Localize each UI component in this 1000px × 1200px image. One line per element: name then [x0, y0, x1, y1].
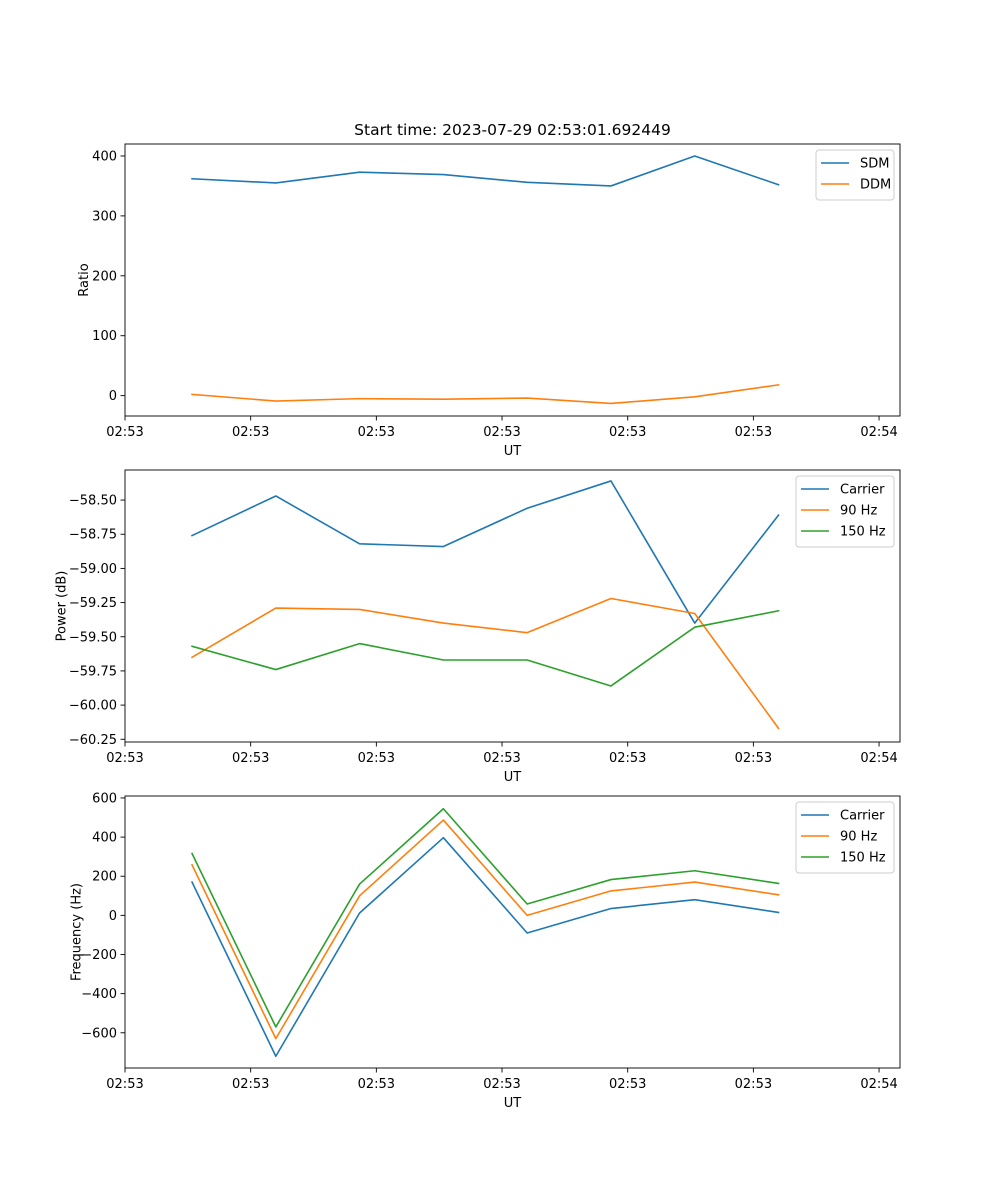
chart1-y-tick-label: −59.75: [69, 664, 117, 679]
chart0-y-tick-label: 300: [92, 209, 117, 224]
chart0-legend: SDM DDM: [815, 149, 895, 201]
chart1-series-line-carrier: [190, 480, 780, 624]
chart0-axes-frame: [124, 143, 901, 417]
chart2-series-line-150-hz: [190, 807, 780, 1028]
chart2-y-tick-label: 600: [92, 791, 117, 806]
chart1-y-tick-label: −58.75: [69, 528, 117, 543]
chart2-y-axis-label: Frequency (Hz): [70, 883, 85, 981]
chart1-x-tick-label: 02:54: [860, 751, 897, 766]
chart2-legend-label: 90 Hz: [840, 830, 877, 845]
chart2-legend-box: [795, 801, 895, 874]
chart2-x-tick-label: 02:53: [106, 1077, 143, 1092]
chart1-legend: Carrier 90 Hz 150 Hz: [795, 475, 895, 548]
chart1-y-tick-label: −60.25: [69, 733, 117, 748]
chart0-y-tick-label: 200: [92, 269, 117, 284]
ratio-panel: 02:53 02:53 02:53 02:53 02:53 02:53 02:54 0 100 2…: [77, 143, 901, 459]
chart2-y-tick-label: 400: [92, 831, 117, 846]
chart1-series-line-90-hz: [190, 597, 780, 730]
chart1-axes-frame: [124, 469, 901, 743]
chart1-x-tick-label: 02:53: [232, 751, 269, 766]
chart1-series-line-150-hz: [191, 609, 780, 687]
chart1-y-tick-label: −59.50: [69, 630, 117, 645]
chart2-legend-label: Carrier: [840, 809, 885, 824]
chart1-x-tick-label: 02:53: [483, 751, 520, 766]
chart0-y-axis-label: Ratio: [77, 263, 92, 296]
chart2-x-tick-label: 02:53: [358, 1077, 395, 1092]
chart0-y-tick-label: 100: [92, 329, 117, 344]
chart0-legend-label: DDM: [860, 178, 891, 193]
chart0-x-tick-label: 02:53: [735, 425, 772, 440]
chart0-y-tick-label: 0: [109, 389, 117, 404]
chart1-x-axis-label: UT: [504, 770, 522, 785]
frequency-panel: 02:53 02:53 02:53 02:53 02:53 02:53 02:54 −600 −…: [70, 791, 901, 1111]
chart1-y-tick-label: −59.25: [69, 596, 117, 611]
chart0-x-axis-label: UT: [504, 444, 522, 459]
chart2-x-tick-label: 02:54: [860, 1077, 897, 1092]
chart2-y-tick-label: −600: [81, 1026, 117, 1041]
chart2-x-axis-label: UT: [504, 1096, 522, 1111]
chart0-series-line-ddm: [191, 383, 780, 405]
chart2-axes-frame: [124, 795, 901, 1069]
chart2-series-line-carrier: [190, 836, 780, 1058]
chart0-x-tick-label: 02:53: [358, 425, 395, 440]
chart2-y-tick-label: 200: [92, 870, 117, 885]
chart2-x-tick-label: 02:53: [609, 1077, 646, 1092]
chart2-x-tick-label: 02:53: [232, 1077, 269, 1092]
chart1-y-tick-label: −59.00: [69, 562, 117, 577]
chart1-x-tick-label: 02:53: [358, 751, 395, 766]
chart2-x-tick-label: 02:53: [483, 1077, 520, 1092]
chart0-x-tick-label: 02:53: [609, 425, 646, 440]
chart2-legend: Carrier 90 Hz 150 Hz: [795, 801, 895, 874]
power-panel: 02:53 02:53 02:53 02:53 02:53 02:53 02:54 −60.2…: [54, 469, 901, 785]
chart0-x-tick-label: 02:53: [106, 425, 143, 440]
chart0-x-tick-label: 02:53: [232, 425, 269, 440]
chart0-legend-label: SDM: [860, 157, 889, 172]
chart1-x-tick-label: 02:53: [106, 751, 143, 766]
chart0-series-line-sdm: [191, 155, 780, 187]
chart2-legend-label: 150 Hz: [840, 851, 886, 866]
chart2-series-line-90-hz: [190, 819, 780, 1040]
chart1-y-axis-label: Power (dB): [54, 571, 69, 642]
chart2-y-tick-label: −400: [81, 987, 117, 1002]
chart1-legend-label: Carrier: [840, 483, 885, 498]
chart1-x-tick-label: 02:53: [609, 751, 646, 766]
chart2-x-tick-label: 02:53: [735, 1077, 772, 1092]
chart1-y-tick-label: −58.50: [69, 494, 117, 509]
chart1-legend-label: 90 Hz: [840, 504, 877, 519]
chart0-x-tick-label: 02:53: [483, 425, 520, 440]
chart2-y-tick-label: 0: [109, 909, 117, 924]
chart0-y-tick-label: 400: [92, 149, 117, 164]
chart1-legend-box: [795, 475, 895, 548]
chart-title: Start time: 2023-07-29 02:53:01.692449: [354, 121, 671, 139]
chart0-x-tick-label: 02:54: [860, 425, 897, 440]
chart1-legend-label: 150 Hz: [840, 525, 886, 540]
chart1-x-tick-label: 02:53: [735, 751, 772, 766]
chart1-y-tick-label: −60.00: [69, 699, 117, 714]
chart2-y-tick-label: −200: [81, 948, 117, 963]
